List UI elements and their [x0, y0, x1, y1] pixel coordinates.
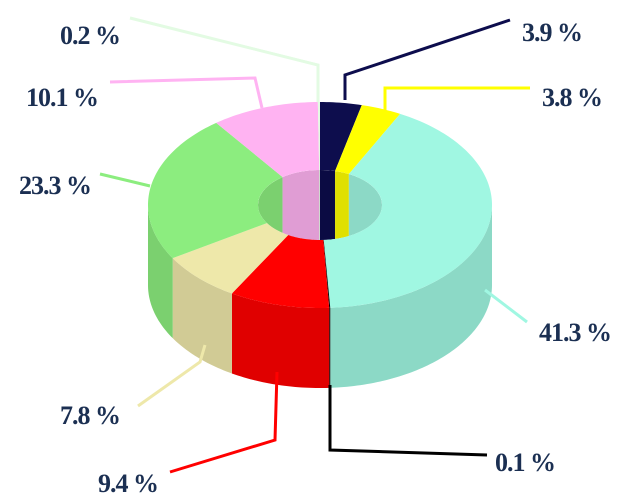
donut-walls — [148, 205, 492, 388]
donut-slice — [323, 113, 492, 308]
inner-shade — [319, 170, 320, 240]
outer-wall — [231, 293, 330, 388]
inner-shade — [320, 170, 336, 240]
outer-wall — [172, 258, 232, 374]
donut-slice — [231, 235, 330, 308]
data-label: 0.2 % — [60, 21, 120, 50]
donut-slice — [317, 102, 320, 170]
leader-line — [137, 344, 207, 408]
outer-wall — [330, 205, 492, 388]
data-label: 3.9 % — [522, 18, 582, 47]
donut-slice — [216, 102, 320, 178]
data-label: 10.1 % — [26, 83, 98, 112]
outer-wall — [329, 307, 331, 388]
inner-wall — [335, 171, 349, 240]
leader-line — [383, 86, 530, 115]
donut-slice — [335, 105, 401, 175]
data-label: 41.3 % — [539, 318, 611, 347]
data-label: 0.1 % — [495, 448, 555, 477]
leader-line — [99, 172, 151, 188]
leader-line — [169, 371, 279, 474]
inner-shade — [335, 171, 349, 240]
wall-shade — [148, 205, 173, 339]
leader-line — [129, 16, 320, 102]
donut-slice — [323, 239, 331, 308]
donut-slice — [148, 122, 283, 259]
leader-line — [484, 288, 528, 324]
wall-shade — [231, 293, 330, 388]
donut-slice — [172, 223, 289, 294]
data-label: 7.8 % — [60, 401, 120, 430]
inner-shade — [282, 170, 320, 240]
inner-wall — [319, 170, 320, 240]
wall-shade — [329, 307, 331, 388]
leader-line — [109, 76, 264, 109]
leader-line — [328, 385, 488, 457]
data-label: 9.4 % — [98, 469, 158, 498]
leader-line — [343, 18, 511, 100]
wall-shade — [172, 258, 232, 374]
inner-wall — [320, 170, 336, 240]
inner-wall — [282, 170, 320, 240]
donut-tops — [148, 102, 492, 308]
outer-wall — [148, 205, 173, 339]
data-label: 3.8 % — [542, 83, 602, 112]
donut-slice — [320, 102, 362, 172]
wall-shade — [330, 205, 492, 388]
labels: 3.9 % 3.8 % 41.3 % 0.1 % 9.4 % 7.8 % 23.3 % 10.… — [19, 16, 612, 498]
data-label: 23.3 % — [19, 171, 91, 200]
